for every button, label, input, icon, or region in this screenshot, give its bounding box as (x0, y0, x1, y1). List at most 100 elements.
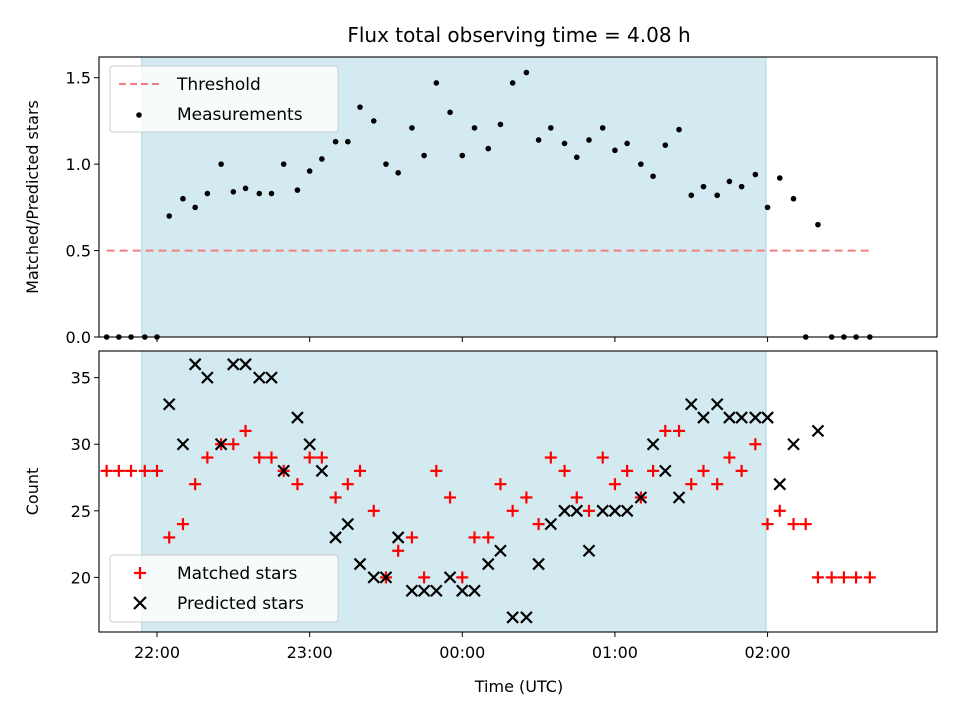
measurement-point (573, 154, 580, 161)
predicted-star-point (353, 557, 367, 571)
measurement-point (447, 109, 453, 116)
predicted-star-point (379, 571, 393, 584)
measurement-point (790, 195, 797, 202)
predicted-star-point (252, 371, 266, 384)
matched-star-point (544, 451, 557, 464)
matched-star-point (239, 424, 252, 437)
matched-star-point (405, 531, 418, 544)
predicted-star-point (710, 397, 724, 411)
predicted-star-point (214, 437, 228, 451)
measurement-point (306, 168, 313, 174)
predicted-star-point (787, 437, 800, 451)
predicted-star-point (176, 437, 190, 451)
matched-star-point (341, 478, 354, 491)
predicted-star-point (582, 544, 596, 558)
measurement-point (433, 80, 440, 86)
matched-star-point (837, 571, 850, 584)
bottom-x-ticks: 22:00 23:00 00:00 01:00 02:00 (134, 632, 791, 662)
y-tick-label: 20 (71, 568, 91, 587)
predicted-star-point (341, 517, 355, 531)
threshold-legend-label: Threshold (176, 75, 261, 95)
predicted-legend-label: Predicted stars (177, 594, 304, 614)
predicted-star-point (749, 411, 762, 424)
measurement-point (676, 126, 682, 133)
matched-star-point (392, 544, 405, 557)
predicted-star-point (811, 424, 825, 438)
figure-title: Flux total observing time = 4.08 h (347, 23, 690, 47)
measurement-point (268, 190, 275, 197)
y-tick-label: 1.0 (66, 155, 91, 174)
matched-star-point (418, 571, 431, 584)
bottom-y-ticks: 20 25 30 35 (71, 369, 99, 587)
matched-star-point (596, 451, 609, 464)
y-tick-label: 35 (71, 369, 91, 388)
bottom-legend-box (109, 554, 339, 623)
measurement-point (370, 118, 377, 124)
x-tick-label: 22:00 (134, 643, 180, 662)
x-tick-label: 23:00 (287, 643, 333, 662)
measurement-point (319, 156, 325, 162)
measurement-point (561, 140, 568, 147)
bottom-legend: Matched stars Predicted stars (109, 554, 339, 623)
matched-star-point (456, 571, 469, 584)
predicted-star-point (608, 504, 622, 518)
measurement-point (166, 213, 173, 219)
measurement-point (714, 192, 720, 199)
measurement-point (395, 170, 401, 176)
matched-star-point (735, 464, 748, 477)
matched-star-point (659, 424, 672, 437)
measurement-point (345, 138, 351, 145)
measurement-point (752, 171, 759, 178)
top-panel: 0.0 0.5 1.0 1.5 Matched/Predicted stars Thr… (23, 56, 938, 347)
measurement-point (509, 80, 516, 86)
matched-star-point (621, 464, 634, 477)
measurement-point (230, 189, 237, 195)
matched-star-point (608, 478, 621, 491)
matched-star-point (138, 464, 151, 477)
measurement-point (383, 161, 389, 167)
x-axis-label: Time (UTC) (474, 677, 563, 696)
predicted-star-point (291, 411, 304, 424)
predicted-star-point (646, 437, 660, 451)
predicted-star-point (315, 464, 329, 478)
measurement-point (535, 137, 542, 143)
y-tick-label: 0.0 (66, 328, 91, 347)
measurement-point (485, 145, 492, 152)
matched-star-point (163, 531, 176, 544)
bottom-panel: 20 25 30 35 22:00 23:00 00:00 01:00 02:00 Count… (23, 350, 938, 696)
matched-star-point (647, 464, 660, 477)
measurement-point (242, 185, 249, 192)
predicted-star-point (329, 531, 342, 544)
predicted-star-point (773, 477, 787, 491)
predicted-star-point (697, 411, 710, 424)
matched-star-point (367, 504, 380, 517)
measurement-point (700, 183, 707, 190)
matched-star-point (329, 491, 342, 504)
measurement-point (662, 142, 669, 148)
predicted-star-point (188, 358, 202, 371)
matched-star-point (176, 518, 189, 531)
top-y-ticks: 0.0 0.5 1.0 1.5 (66, 69, 99, 347)
y-tick-label: 30 (71, 435, 91, 454)
predicted-star-point (672, 491, 686, 504)
matched-star-point (227, 438, 240, 451)
x-tick-label: 01:00 (592, 643, 638, 662)
predicted-star-point (494, 544, 507, 558)
matched-star-point (189, 478, 202, 491)
measurement-point (256, 190, 263, 197)
matched-star-point (303, 451, 316, 464)
y-tick-label: 1.5 (66, 69, 91, 88)
measurement-point (459, 152, 466, 159)
predicted-legend-swatch (133, 596, 147, 610)
measurement-point (624, 140, 630, 147)
y-tick-label: 0.5 (66, 242, 91, 261)
matched-star-point (532, 518, 545, 531)
matched-star-point (315, 451, 328, 464)
predicted-star-point (532, 557, 545, 571)
predicted-star-point (201, 371, 214, 384)
matched-star-point (201, 451, 214, 464)
top-legend-box (109, 65, 339, 133)
predicted-star-point (265, 371, 278, 384)
predicted-star-point (570, 504, 584, 518)
